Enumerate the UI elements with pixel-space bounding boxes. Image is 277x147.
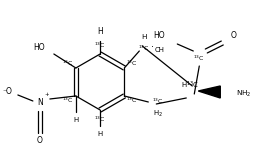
Text: O: O: [230, 31, 236, 40]
Text: O: O: [37, 136, 43, 146]
Text: +: +: [45, 92, 49, 97]
Text: N: N: [37, 98, 43, 107]
Text: HO: HO: [33, 42, 45, 51]
Text: H: H: [97, 26, 103, 36]
Text: $^{13}$C: $^{13}$C: [193, 53, 205, 63]
Text: H$^{13}$C: H$^{13}$C: [181, 79, 199, 91]
Text: H: H: [142, 34, 147, 40]
Text: $^{13}$C: $^{13}$C: [138, 43, 150, 53]
Text: ⁻O: ⁻O: [2, 87, 12, 96]
Text: $^{13}$C: $^{13}$C: [126, 96, 138, 105]
Text: ·: ·: [151, 42, 154, 52]
Text: $^{13}$C: $^{13}$C: [94, 40, 106, 50]
Text: HO: HO: [154, 31, 165, 40]
Text: $^{13}$C: $^{13}$C: [126, 59, 138, 68]
Polygon shape: [198, 86, 220, 98]
Text: NH$_2$: NH$_2$: [236, 89, 252, 99]
Text: $^{13}$C: $^{13}$C: [62, 59, 74, 68]
Text: H: H: [73, 117, 78, 123]
Text: $^{13}$C: $^{13}$C: [94, 114, 106, 124]
Text: $^{13}$C: $^{13}$C: [152, 96, 164, 106]
Text: CH: CH: [154, 47, 164, 53]
Text: $^{13}$C: $^{13}$C: [62, 96, 74, 105]
Text: H$_2$: H$_2$: [153, 109, 163, 119]
Text: H: H: [98, 131, 103, 137]
